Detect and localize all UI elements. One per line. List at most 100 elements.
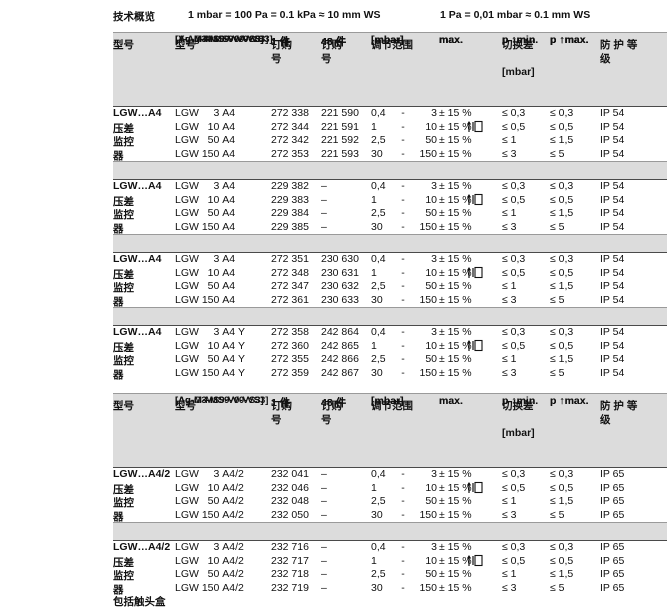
range-dash: - bbox=[401, 193, 405, 206]
range-low: 1 bbox=[371, 120, 377, 133]
row-type-label: 器 bbox=[113, 222, 124, 235]
row-pmin: ≤ 1 bbox=[502, 280, 517, 292]
row-type-label: 压差 bbox=[113, 268, 134, 281]
table-row: LGW…A4/2 LGW 3 A4/2 232 716–0,4-3 ± 15 % ≤ 0… bbox=[113, 541, 667, 555]
table-a4: 型号 型号 订购号订购号调节范围 切换差防 护 等级 [mbar] [Ag-M-MS9-V… bbox=[113, 32, 667, 381]
switching-differential-symbol bbox=[465, 554, 487, 567]
range-high: 150 bbox=[419, 581, 437, 594]
col-header-type: 型号 bbox=[113, 39, 134, 51]
row-pmin: ≤ 0,3 bbox=[502, 468, 526, 480]
row-model: LGW 10 A4/2 bbox=[175, 481, 244, 494]
range-dash: - bbox=[401, 107, 405, 119]
row-order-no-1: 272 342 bbox=[271, 134, 309, 146]
row-protection: IP 54 bbox=[600, 326, 625, 338]
row-protection: IP 54 bbox=[600, 366, 625, 379]
qty-1: 1 件 bbox=[271, 36, 291, 48]
row-model: LGW 50 A4 bbox=[175, 280, 236, 292]
row-pmax: ≤ 1,5 bbox=[550, 280, 574, 292]
row-type-label: LGW…A4 bbox=[113, 326, 162, 338]
range-high: 3 bbox=[431, 541, 437, 553]
range-max-label: max. bbox=[439, 34, 463, 46]
table-header-band: 型号 型号 订购号 订购号 调节范围 切换差 防 护 等级 [mbar] bbox=[113, 32, 667, 89]
row-protection: IP 54 bbox=[600, 339, 625, 352]
row-order-no-2: 221 591 bbox=[321, 120, 359, 133]
conversion-header: 技术概览 1 mbar = 100 Pa = 0.1 kPa ≈ 10 mm W… bbox=[0, 8, 667, 28]
row-tolerance: ± 15 % bbox=[439, 581, 472, 594]
row-tolerance: ± 15 % bbox=[439, 541, 472, 553]
row-order-no-1: 272 348 bbox=[271, 266, 309, 279]
switching-differential-symbol bbox=[465, 481, 487, 494]
variant-code: [Ag-M-MS9-V0-VS3] bbox=[175, 34, 264, 45]
range-high: 150 bbox=[419, 293, 437, 306]
range-dash: - bbox=[401, 326, 405, 338]
range-low: 1 bbox=[371, 193, 377, 206]
range-unit: [mbar] bbox=[371, 34, 404, 46]
table-row: 监控 LGW 50 A4 272 347 230 632 2,5 - 50 ± 15 % ≤ 1… bbox=[113, 280, 667, 294]
row-pmin: ≤ 3 bbox=[502, 293, 517, 306]
row-tolerance: ± 15 % bbox=[439, 293, 472, 306]
range-high: 150 bbox=[419, 220, 437, 233]
row-tolerance: ± 15 % bbox=[439, 193, 472, 206]
col-header-unit-mbar: [mbar] bbox=[502, 427, 535, 439]
range-dash: - bbox=[401, 339, 405, 352]
row-model: LGW 10 A4 Y bbox=[175, 339, 246, 352]
row-tolerance: ± 15 % bbox=[439, 495, 472, 507]
row-protection: IP 54 bbox=[600, 107, 625, 119]
qty-1: 1 件 bbox=[271, 397, 291, 409]
table-row: 压差 LGW 10 A4 Y 272 360 242 865 1 - 10 ± 15 % ≤ 0… bbox=[113, 340, 667, 354]
row-model: LGW 10 A4 bbox=[175, 193, 236, 206]
range-low: 1 bbox=[371, 481, 377, 494]
range-low: 2,5 bbox=[371, 207, 386, 219]
qty-1: 1 件 bbox=[271, 36, 291, 48]
range-unit: [mbar] bbox=[371, 395, 404, 407]
row-pmin: ≤ 3 bbox=[502, 147, 517, 160]
row-protection: IP 54 bbox=[600, 193, 625, 206]
range-dash: - bbox=[401, 120, 405, 133]
block-body: LGW…A4 LGW 3 A4 272 351 230 630 0,4-3 ± 15 % ≤… bbox=[113, 252, 667, 308]
row-protection: IP 65 bbox=[600, 554, 625, 567]
table-row: 监控 LGW 50 A4 272 342 221 592 2,5 - 50 ± 15 % ≤ 1… bbox=[113, 134, 667, 148]
row-pmax: ≤ 0,3 bbox=[550, 541, 574, 553]
row-pmax: ≤ 0,3 bbox=[550, 253, 574, 265]
row-pmin: ≤ 0,5 bbox=[502, 193, 526, 206]
range-max-label: max. bbox=[439, 34, 463, 46]
qty-1: 1 件 bbox=[271, 36, 291, 48]
row-type-label: 器 bbox=[113, 510, 124, 523]
row-protection: IP 65 bbox=[600, 481, 625, 494]
variant-band: [Ag-M-MS9-V0-VS3] 1 件 48 件 [mbar] max. p ↑min… bbox=[113, 395, 667, 467]
switching-differential-symbol bbox=[465, 193, 487, 206]
variant-band: [Ag-G3-MS9-V0-VS3] 1 件 48 件 [mbar] max. p ↑mi… bbox=[113, 395, 667, 540]
row-tolerance: ± 15 % bbox=[439, 339, 472, 352]
row-tolerance: ± 15 % bbox=[439, 366, 472, 379]
range-high: 3 bbox=[431, 180, 437, 192]
row-protection: IP 54 bbox=[600, 120, 625, 133]
range-high: 50 bbox=[425, 568, 437, 580]
table-row: 器 LGW 150 A4 272 361 230 633 30 - 150 ± 15 % ≤ 3… bbox=[113, 294, 667, 308]
row-protection: IP 54 bbox=[600, 293, 625, 306]
row-type-label: 监控 bbox=[113, 282, 134, 294]
range-dash: - bbox=[401, 266, 405, 279]
range-high: 10 bbox=[425, 339, 437, 352]
row-order-no-2: 230 631 bbox=[321, 266, 359, 279]
row-order-no-2: – bbox=[321, 495, 327, 507]
row-type-label: LGW…A4/2 bbox=[113, 468, 171, 480]
row-order-no-2: – bbox=[321, 508, 327, 521]
row-protection: IP 65 bbox=[600, 468, 625, 480]
row-order-no-1: 229 383 bbox=[271, 193, 309, 206]
row-model: LGW 150 A4 bbox=[175, 220, 236, 233]
row-protection: IP 54 bbox=[600, 353, 625, 365]
switching-differential-symbol-wrap bbox=[465, 265, 487, 283]
col-header-order2-line2: 号 bbox=[321, 53, 332, 65]
row-pmax: ≤ 0,3 bbox=[550, 468, 574, 480]
row-model: LGW 150 A4 Y bbox=[175, 366, 246, 379]
row-pmin: ≤ 0,3 bbox=[502, 541, 526, 553]
table-row: 压差 LGW 10 A4/2 232 717–1-10 ± 15 % ≤ 0,5 ≤ 0,… bbox=[113, 555, 667, 569]
block-body: LGW…A4/2 LGW 3 A4/2 232 041–0,4-3 ± 15 % ≤ 0… bbox=[113, 467, 667, 523]
table-row: 器 LGW 150 A4 272 353 221 593 30 - 150 ± 15 % ≤ 3… bbox=[113, 148, 667, 162]
block-body: LGW…A4 LGW 3 A4 272 338 221 590 0,4-3 ± 15 % ≤… bbox=[113, 106, 667, 162]
table-row: 器 LGW 150 A4/2 232 050– 30 - 150 ± 15 % ≤ 3 ≤ 5 I… bbox=[113, 509, 667, 523]
row-model: LGW 50 A4 Y bbox=[175, 353, 246, 365]
row-protection: IP 65 bbox=[600, 495, 625, 507]
range-high: 50 bbox=[425, 353, 437, 365]
